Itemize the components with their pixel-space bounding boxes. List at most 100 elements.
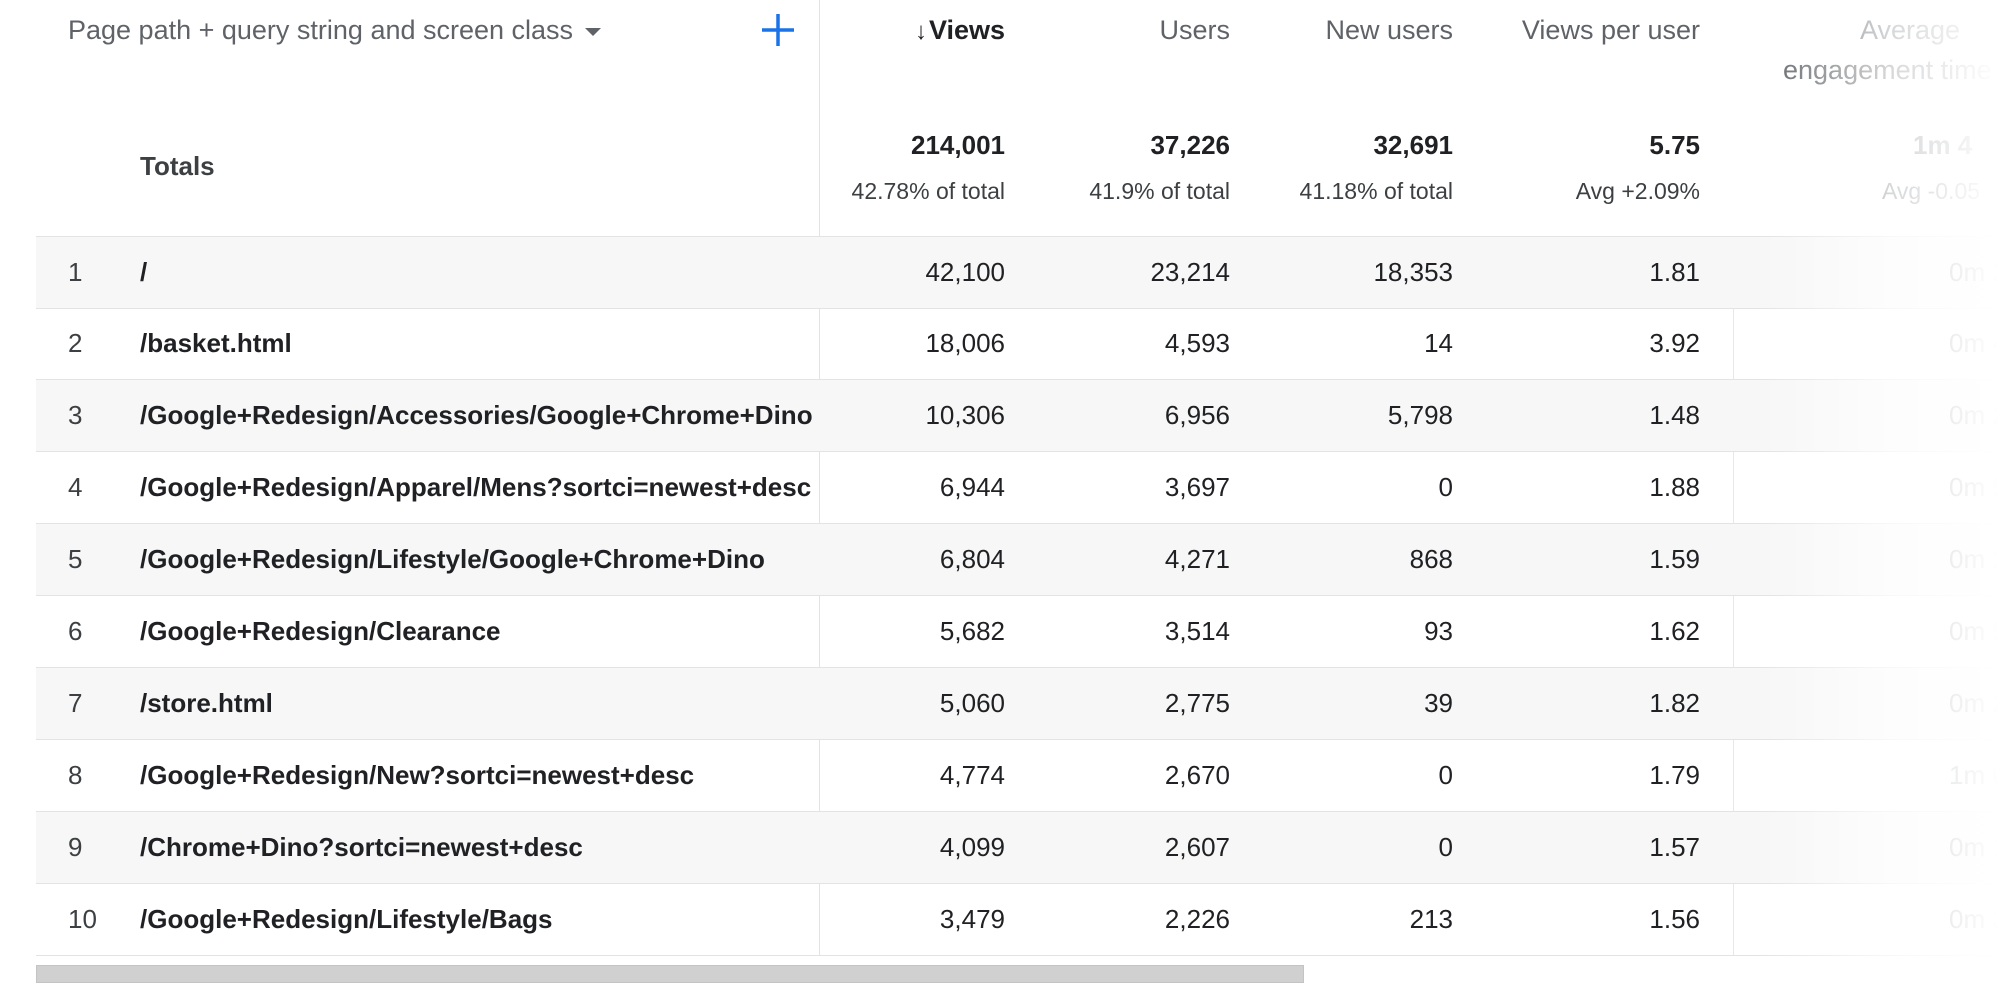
row-page-path[interactable]: /Google+Redesign/Lifestyle/Bags bbox=[140, 904, 553, 934]
row-views: 42,100 bbox=[925, 257, 1005, 287]
row-page-path[interactable]: /Google+Redesign/Apparel/Mens?sortci=new… bbox=[140, 472, 812, 502]
row-page-path[interactable]: /basket.html bbox=[140, 328, 292, 358]
row-users: 23,214 bbox=[1150, 257, 1230, 287]
column-header-views[interactable]: ↓Views bbox=[880, 10, 1005, 50]
column-header-new-users[interactable]: New users bbox=[1325, 15, 1453, 45]
row-avg-engagement: 0m 32 bbox=[1949, 904, 1999, 934]
row-users: 2,607 bbox=[1164, 832, 1230, 862]
column-header-avg-engagement-line2: engagement time bbox=[1783, 55, 1992, 85]
totals-views-per-user-avg: Avg +2.09% bbox=[1575, 178, 1700, 204]
totals-views: 214,001 bbox=[911, 130, 1005, 160]
row-new-users: 0 bbox=[1438, 832, 1453, 862]
row-page-path[interactable]: /Google+Redesign/New?sortci=newest+desc bbox=[140, 760, 695, 790]
row-users: 2,670 bbox=[1164, 760, 1230, 790]
row-users: 2,775 bbox=[1164, 688, 1230, 718]
totals-users-share: 41.9% of total bbox=[1089, 178, 1230, 204]
row-index: 3 bbox=[68, 400, 83, 430]
row-new-users: 18,353 bbox=[1373, 257, 1453, 287]
table-row: 3/Google+Redesign/Accessories/Google+Chr… bbox=[36, 380, 1999, 452]
row-views: 6,944 bbox=[939, 472, 1005, 502]
row-avg-engagement: 0m 28 bbox=[1949, 257, 1999, 287]
row-index: 5 bbox=[68, 544, 83, 574]
row-views: 6,804 bbox=[939, 544, 1005, 574]
row-index: 2 bbox=[68, 328, 83, 358]
row-new-users: 0 bbox=[1438, 472, 1453, 502]
row-page-path[interactable]: /Chrome+Dino?sortci=newest+desc bbox=[140, 832, 583, 862]
scrollbar-thumb[interactable] bbox=[36, 965, 1304, 983]
add-dimension-button[interactable] bbox=[758, 10, 798, 50]
column-header-avg-engagement[interactable]: Average bbox=[1860, 15, 1961, 45]
totals-views-share: 42.78% of total bbox=[851, 178, 1005, 204]
row-views-per-user: 3.92 bbox=[1649, 328, 1700, 358]
row-users: 6,956 bbox=[1164, 400, 1230, 430]
table-row: 4/Google+Redesign/Apparel/Mens?sortci=ne… bbox=[36, 452, 1999, 524]
row-new-users: 39 bbox=[1424, 688, 1453, 718]
row-avg-engagement: 0m 20 bbox=[1949, 544, 1999, 574]
row-views: 3,479 bbox=[939, 904, 1005, 934]
column-header-label: Views bbox=[928, 15, 1005, 45]
row-index: 1 bbox=[68, 257, 83, 287]
row-avg-engagement: 0m 27 bbox=[1949, 688, 1999, 718]
row-avg-engagement: 0m 53 bbox=[1949, 472, 1999, 502]
table-row: 8/Google+Redesign/New?sortci=newest+desc… bbox=[36, 740, 1999, 812]
table-row: 7/store.html 5,060 2,775 39 1.82 0m 27 bbox=[36, 668, 1999, 740]
row-views-per-user: 1.48 bbox=[1649, 400, 1700, 430]
horizontal-scrollbar[interactable] bbox=[36, 965, 1999, 983]
table-row: 9/Chrome+Dino?sortci=newest+desc 4,099 2,6… bbox=[36, 812, 1999, 884]
row-page-path[interactable]: /Google+Redesign/Accessories/Google+Chro… bbox=[140, 400, 813, 430]
row-page-path[interactable]: / bbox=[140, 257, 148, 287]
row-page-path[interactable]: /Google+Redesign/Lifestyle/Google+Chrome… bbox=[140, 544, 765, 574]
row-page-path[interactable]: /store.html bbox=[140, 688, 273, 718]
row-new-users: 14 bbox=[1424, 328, 1453, 358]
row-users: 3,697 bbox=[1164, 472, 1230, 502]
row-views: 4,099 bbox=[939, 832, 1005, 862]
row-avg-engagement: 0m 47 bbox=[1949, 328, 1999, 358]
row-views: 18,006 bbox=[925, 328, 1005, 358]
dimension-label: Page path + query string and screen clas… bbox=[68, 14, 574, 45]
table-row: 5/Google+Redesign/Lifestyle/Google+Chrom… bbox=[36, 524, 1999, 596]
row-new-users: 213 bbox=[1409, 904, 1453, 934]
row-avg-engagement: 0m 55 bbox=[1949, 616, 1999, 646]
row-new-users: 93 bbox=[1424, 616, 1453, 646]
row-users: 4,593 bbox=[1164, 328, 1230, 358]
totals-new-users: 32,691 bbox=[1373, 130, 1453, 160]
row-views-per-user: 1.59 bbox=[1649, 544, 1700, 574]
row-avg-engagement: 1m 09 bbox=[1949, 760, 1999, 790]
row-avg-engagement: 0m 19 bbox=[1949, 832, 1999, 862]
row-views-per-user: 1.62 bbox=[1649, 616, 1700, 646]
row-index: 8 bbox=[68, 760, 83, 790]
dimension-selector[interactable]: Page path + query string and screen clas… bbox=[68, 10, 602, 50]
row-new-users: 868 bbox=[1409, 544, 1453, 574]
row-users: 2,226 bbox=[1164, 904, 1230, 934]
column-header-users[interactable]: Users bbox=[1159, 15, 1230, 45]
row-users: 3,514 bbox=[1164, 616, 1230, 646]
row-views: 5,060 bbox=[939, 688, 1005, 718]
row-index: 9 bbox=[68, 832, 83, 862]
row-index: 6 bbox=[68, 616, 83, 646]
plus-icon bbox=[762, 14, 794, 46]
totals-new-users-share: 41.18% of total bbox=[1299, 178, 1453, 204]
row-views-per-user: 1.56 bbox=[1649, 904, 1700, 934]
table-row: 1 / 42,100 23,214 18,353 1.81 0m 28 bbox=[36, 236, 1999, 309]
totals-views-per-user: 5.75 bbox=[1649, 130, 1700, 160]
row-new-users: 0 bbox=[1438, 760, 1453, 790]
row-page-path[interactable]: /Google+Redesign/Clearance bbox=[140, 616, 501, 646]
row-views-per-user: 1.88 bbox=[1649, 472, 1700, 502]
totals-users: 37,226 bbox=[1150, 130, 1230, 160]
caret-down-icon bbox=[585, 27, 602, 36]
row-users: 4,271 bbox=[1164, 544, 1230, 574]
table-row: 6/Google+Redesign/Clearance 5,682 3,514 93 1… bbox=[36, 596, 1999, 668]
column-header-views-per-user[interactable]: Views per user bbox=[1521, 15, 1700, 45]
row-new-users: 5,798 bbox=[1387, 400, 1453, 430]
totals-label: Totals bbox=[140, 151, 215, 181]
column-divider bbox=[1733, 236, 1734, 956]
row-views-per-user: 1.81 bbox=[1649, 257, 1700, 287]
arrow-down-icon: ↓ bbox=[914, 18, 927, 45]
totals-avg-engagement: 1m 4 bbox=[1913, 130, 1973, 160]
row-views: 10,306 bbox=[925, 400, 1005, 430]
row-views-per-user: 1.57 bbox=[1649, 832, 1700, 862]
table-row: 10/Google+Redesign/Lifestyle/Bags 3,479 2,… bbox=[36, 884, 1999, 956]
totals-avg-engagement-avg: Avg -0.05 bbox=[1882, 178, 1981, 204]
row-avg-engagement: 0m 21 bbox=[1949, 400, 1999, 430]
